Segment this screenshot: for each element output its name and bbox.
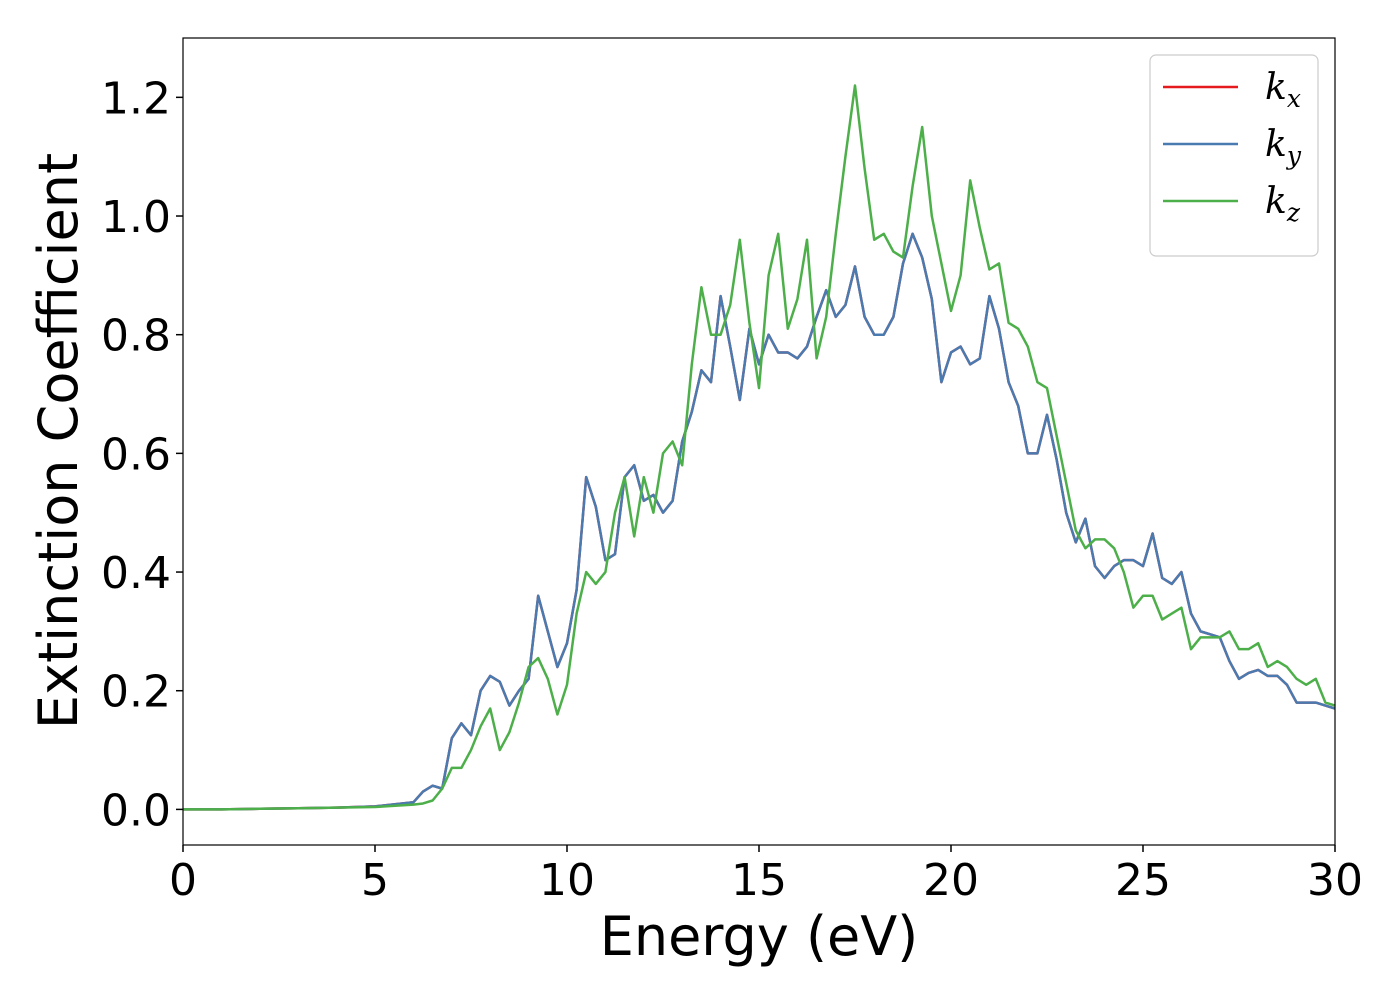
y-tick-label: 0.0 <box>101 785 171 836</box>
y-axis-label: Extinction Coefficient <box>27 153 90 729</box>
y-tick-label: 0.4 <box>101 548 171 599</box>
x-tick-label: 20 <box>923 855 979 906</box>
legend: kx ky kz <box>1149 54 1319 257</box>
y-tick-label: 1.2 <box>101 73 171 124</box>
series-line <box>183 84 1335 811</box>
x-tick-label: 15 <box>731 855 787 906</box>
y-tick-label: 0.6 <box>101 429 171 480</box>
legend-label: kx <box>1265 67 1301 113</box>
y-tick-label: 0.2 <box>101 667 171 718</box>
x-tick-label: 25 <box>1115 855 1171 906</box>
series-line <box>183 232 1335 811</box>
y-tick-label: 1.0 <box>101 192 171 243</box>
x-tick-label: 10 <box>539 855 595 906</box>
x-axis-label: Energy (eV) <box>600 905 919 968</box>
legend-label: ky <box>1265 124 1302 170</box>
x-tick-label: 0 <box>169 855 197 906</box>
y-tick-label: 0.8 <box>101 311 171 362</box>
plot-frame <box>182 37 1336 846</box>
legend-label: kz <box>1265 181 1301 227</box>
x-tick-label: 30 <box>1307 855 1363 906</box>
legend-box <box>1149 54 1319 257</box>
x-tick-label: 5 <box>361 855 389 906</box>
